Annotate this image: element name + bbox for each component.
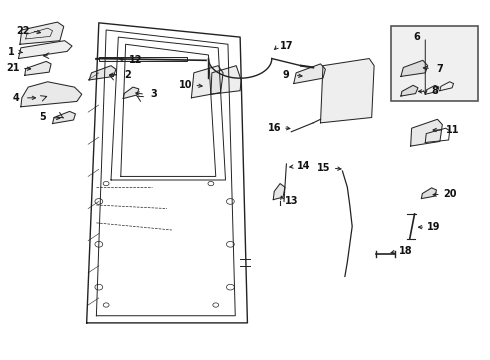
Text: 14: 14	[297, 161, 310, 171]
Text: 12: 12	[129, 55, 143, 65]
Bar	[391, 26, 478, 102]
Polygon shape	[320, 59, 374, 123]
Polygon shape	[89, 66, 116, 80]
Polygon shape	[20, 22, 64, 44]
Text: 22: 22	[16, 26, 29, 36]
Text: 18: 18	[399, 247, 413, 256]
Polygon shape	[294, 64, 325, 84]
Text: 19: 19	[427, 222, 441, 232]
Polygon shape	[421, 188, 437, 199]
Text: 15: 15	[317, 163, 331, 173]
Text: 21: 21	[6, 63, 20, 73]
Polygon shape	[401, 85, 418, 96]
Text: 7: 7	[437, 64, 443, 73]
Text: 13: 13	[285, 197, 298, 206]
Text: 8: 8	[432, 86, 439, 96]
Polygon shape	[25, 62, 51, 75]
Text: 2: 2	[124, 69, 131, 80]
Text: 17: 17	[280, 41, 294, 51]
Text: 4: 4	[13, 93, 20, 103]
Polygon shape	[211, 66, 241, 94]
Bar	[99, 57, 187, 62]
Polygon shape	[192, 66, 223, 98]
Text: 20: 20	[443, 189, 456, 199]
Text: 6: 6	[413, 32, 420, 42]
Polygon shape	[401, 60, 428, 76]
Text: 10: 10	[179, 80, 192, 90]
Text: 3: 3	[150, 89, 157, 99]
Polygon shape	[123, 87, 139, 99]
Text: 16: 16	[268, 123, 281, 133]
Polygon shape	[52, 111, 75, 123]
Text: 1: 1	[8, 47, 15, 57]
Polygon shape	[21, 82, 82, 107]
Polygon shape	[273, 184, 285, 200]
Polygon shape	[19, 41, 72, 59]
Polygon shape	[411, 119, 442, 146]
Text: 11: 11	[446, 125, 459, 135]
Text: 5: 5	[39, 112, 46, 122]
Text: 9: 9	[283, 70, 289, 80]
